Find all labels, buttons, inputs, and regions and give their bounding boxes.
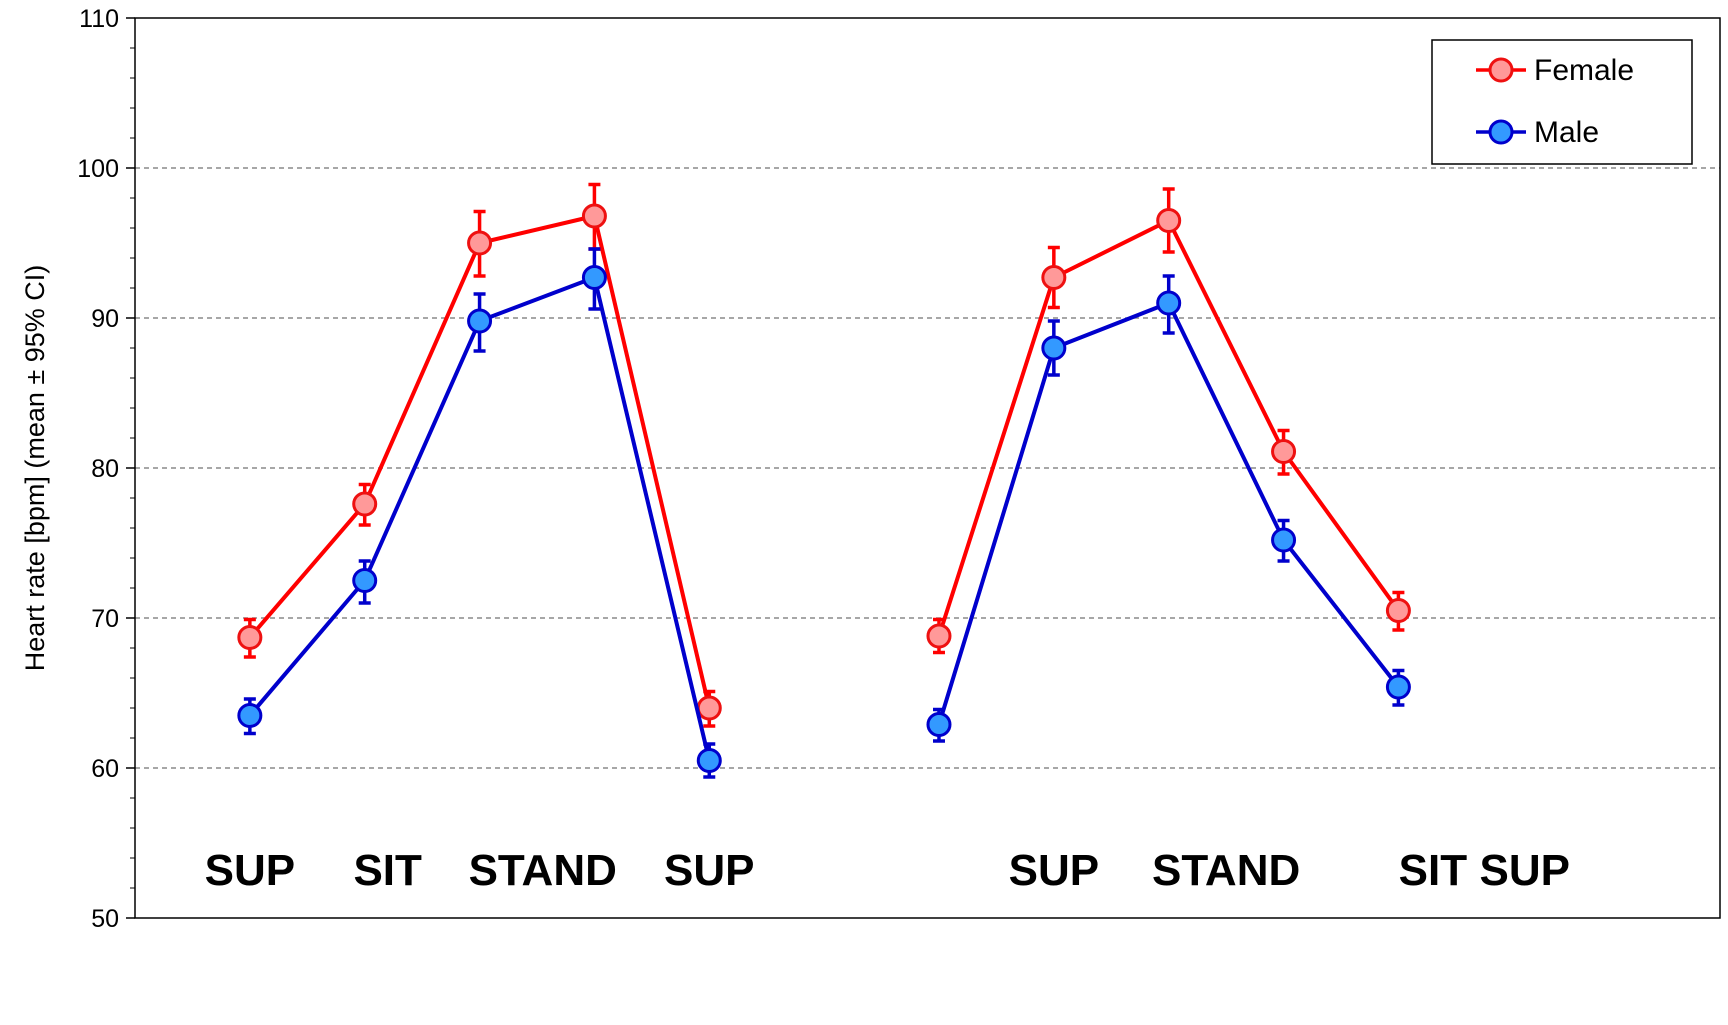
y-tick-label: 60 — [91, 755, 119, 783]
data-point-female — [1271, 439, 1297, 464]
position-label-stand: STAND — [1152, 846, 1300, 895]
y-axis-title: Heart rate [bpm] (mean ± 95% CI) — [20, 265, 50, 671]
data-point-female — [1156, 208, 1182, 233]
data-point-male — [237, 703, 263, 728]
data-point-male — [352, 568, 378, 593]
position-label-sup: SUP — [1009, 846, 1099, 895]
position-label-sup: SUP — [664, 846, 754, 895]
data-point-female — [1041, 265, 1067, 290]
y-axis: 50 60 70 80 90 100 110 — [77, 5, 135, 933]
y-tick-label: 100 — [77, 155, 119, 183]
legend-box — [1431, 39, 1693, 165]
data-point-male — [1156, 290, 1182, 316]
data-point-male — [1385, 674, 1411, 700]
legend: Female Male — [1431, 39, 1693, 165]
data-point-female — [352, 491, 378, 517]
series — [237, 182, 1411, 779]
series-male — [237, 247, 1411, 779]
gridlines — [135, 167, 1720, 769]
legend-marker-male — [1488, 119, 1514, 145]
position-labels: SUP SIT STAND SUP SUP STAND SIT SUP — [205, 846, 1570, 895]
y-tick-label: 70 — [91, 605, 119, 633]
y-tick-label: 110 — [79, 5, 119, 33]
data-point-male — [1041, 335, 1067, 361]
legend-label-male: Male — [1534, 116, 1599, 149]
data-point-male — [926, 712, 952, 737]
legend-marker-female — [1488, 57, 1514, 83]
position-label-stand: STAND — [469, 846, 617, 895]
data-point-female — [581, 203, 607, 229]
data-point-female — [467, 230, 493, 256]
position-label-sit: SIT — [353, 846, 422, 895]
position-label-sup: SUP — [205, 846, 295, 895]
data-point-male — [581, 265, 607, 290]
data-point-female — [237, 625, 263, 650]
data-point-male — [1271, 527, 1297, 553]
position-label-sup: SUP — [1480, 846, 1570, 895]
y-tick-label: 80 — [91, 455, 119, 483]
data-point-male — [696, 748, 722, 773]
data-point-female — [926, 623, 952, 649]
data-point-female — [696, 695, 722, 721]
position-label-sit: SIT — [1399, 846, 1468, 895]
legend-label-female: Female — [1534, 54, 1634, 87]
y-tick-label: 50 — [91, 905, 119, 933]
y-tick-label: 90 — [91, 305, 119, 333]
series-female — [237, 182, 1411, 728]
data-point-male — [467, 308, 493, 334]
data-point-female — [1385, 598, 1411, 623]
